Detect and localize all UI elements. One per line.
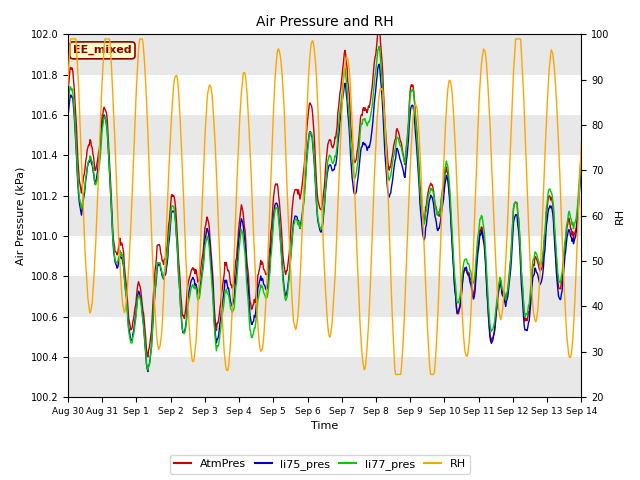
Y-axis label: RH: RH (615, 208, 625, 224)
AtmPres (179, 313, 187, 319)
AtmPres (144, 354, 152, 360)
RH (64, 83, 72, 88)
Text: EE_mixed: EE_mixed (73, 45, 132, 56)
AtmPres (74, 142, 81, 148)
li77_pres (144, 367, 152, 373)
Title: Air Pressure and RH: Air Pressure and RH (256, 15, 394, 29)
li77_pres (577, 151, 585, 156)
li75_pres (403, 153, 411, 158)
Line: RH: RH (68, 39, 581, 374)
li77_pres (206, 255, 214, 261)
Bar (68, 115, 581, 155)
li75_pres (144, 369, 152, 374)
li75_pres (577, 166, 585, 172)
RH (392, 372, 399, 377)
li77_pres (64, 107, 72, 113)
RH (206, 82, 214, 88)
AtmPres (403, 138, 411, 144)
AtmPres (206, 236, 214, 242)
AtmPres (376, 24, 383, 29)
AtmPres (126, 323, 134, 328)
RH (67, 36, 75, 42)
RH (388, 290, 396, 296)
Y-axis label: Air Pressure (kPa): Air Pressure (kPa) (15, 167, 25, 265)
Bar (68, 195, 581, 236)
Bar (68, 276, 581, 316)
RH (127, 225, 134, 231)
RH (403, 243, 411, 249)
AtmPres (388, 154, 396, 160)
li75_pres (179, 330, 187, 336)
X-axis label: Time: Time (311, 421, 339, 432)
RH (74, 72, 82, 77)
Bar (68, 357, 581, 397)
AtmPres (577, 157, 585, 163)
AtmPres (64, 89, 72, 95)
li75_pres (74, 169, 81, 175)
Bar (68, 35, 581, 75)
RH (179, 177, 187, 182)
li77_pres (74, 162, 81, 168)
Line: li75_pres: li75_pres (68, 64, 581, 372)
Line: AtmPres: AtmPres (68, 26, 581, 357)
li77_pres (126, 336, 134, 341)
li77_pres (179, 328, 187, 334)
li75_pres (64, 114, 72, 120)
li75_pres (206, 246, 214, 252)
li75_pres (388, 180, 396, 186)
li77_pres (388, 163, 396, 169)
li77_pres (376, 43, 383, 49)
Line: li77_pres: li77_pres (68, 46, 581, 370)
li75_pres (376, 61, 383, 67)
Legend: AtmPres, li75_pres, li77_pres, RH: AtmPres, li75_pres, li77_pres, RH (170, 455, 470, 474)
li77_pres (403, 140, 411, 146)
RH (577, 139, 585, 145)
li75_pres (126, 333, 134, 338)
